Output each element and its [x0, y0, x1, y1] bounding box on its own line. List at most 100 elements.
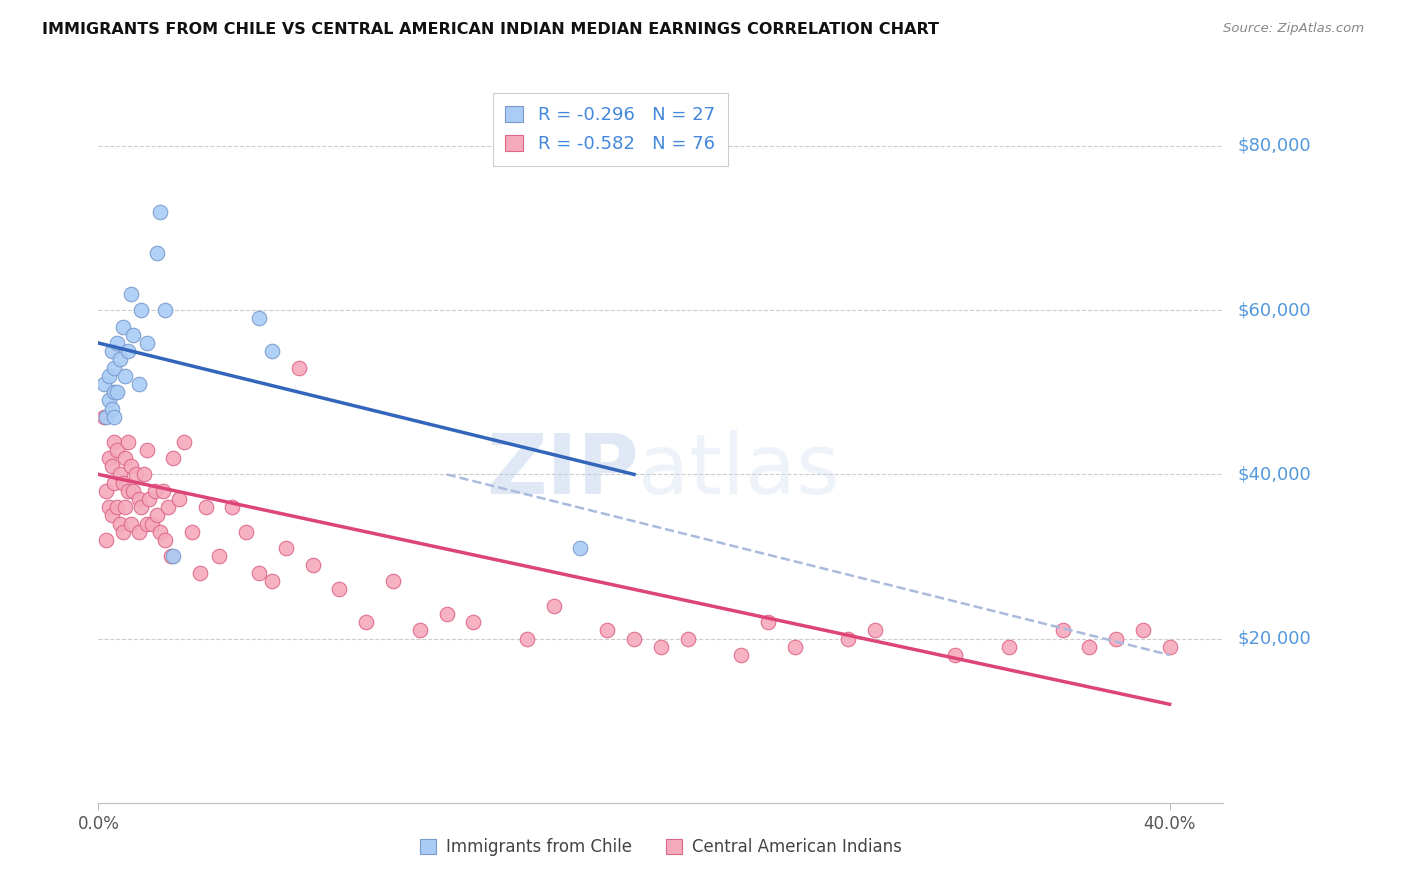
Point: [146, 508, 169, 523]
Point: [328, 582, 350, 597]
Text: IMMIGRANTS FROM CHILE VS CENTRAL AMERICAN INDIAN MEDIAN EARNINGS CORRELATION CHA: IMMIGRANTS FROM CHILE VS CENTRAL AMERICA…: [42, 22, 939, 37]
Point: [354, 615, 377, 630]
Point: [114, 368, 136, 383]
Point: [117, 344, 139, 359]
Point: [98, 393, 121, 408]
Point: [1105, 632, 1128, 646]
Point: [111, 319, 134, 334]
Point: [101, 508, 124, 523]
Point: [436, 607, 458, 621]
Point: [730, 648, 752, 662]
Text: ZIP: ZIP: [486, 430, 638, 511]
Point: [141, 516, 163, 531]
Text: $40,000: $40,000: [1237, 466, 1310, 483]
Point: [105, 442, 128, 457]
Point: [1078, 640, 1101, 654]
Point: [194, 500, 217, 515]
Point: [96, 533, 118, 547]
Point: [120, 459, 142, 474]
Point: [114, 450, 136, 465]
Point: [173, 434, 195, 449]
Point: [463, 615, 485, 630]
Point: [149, 524, 172, 539]
Point: [128, 491, 150, 506]
Point: [117, 434, 139, 449]
Point: [152, 483, 174, 498]
Point: [117, 483, 139, 498]
Point: [543, 599, 565, 613]
Point: [93, 409, 115, 424]
Point: [945, 648, 967, 662]
Point: [111, 475, 134, 490]
Text: Source: ZipAtlas.com: Source: ZipAtlas.com: [1223, 22, 1364, 36]
Point: [301, 558, 323, 572]
Point: [129, 500, 152, 515]
Point: [98, 368, 121, 383]
Point: [650, 640, 672, 654]
Point: [146, 245, 169, 260]
Point: [863, 624, 886, 638]
Point: [162, 450, 184, 465]
Point: [188, 566, 211, 580]
Point: [155, 533, 177, 547]
Point: [135, 442, 157, 457]
Point: [274, 541, 297, 556]
Point: [221, 500, 243, 515]
Point: [569, 541, 592, 556]
Point: [103, 434, 125, 449]
Point: [409, 624, 432, 638]
Point: [128, 524, 150, 539]
Point: [101, 344, 124, 359]
Point: [101, 459, 124, 474]
Point: [167, 491, 190, 506]
Point: [105, 336, 128, 351]
Point: [122, 483, 145, 498]
Point: [125, 467, 148, 482]
Point: [129, 303, 152, 318]
Point: [114, 500, 136, 515]
Point: [103, 409, 125, 424]
Point: [1132, 624, 1154, 638]
Point: [1052, 624, 1074, 638]
Text: $80,000: $80,000: [1237, 137, 1310, 155]
Point: [181, 524, 204, 539]
Point: [157, 500, 180, 515]
Point: [98, 500, 121, 515]
Point: [596, 624, 619, 638]
Point: [103, 475, 125, 490]
Point: [108, 467, 131, 482]
Legend: Immigrants from Chile, Central American Indians: Immigrants from Chile, Central American …: [413, 831, 908, 863]
Point: [155, 303, 177, 318]
Point: [247, 566, 270, 580]
Point: [235, 524, 257, 539]
Point: [120, 516, 142, 531]
Point: [247, 311, 270, 326]
Point: [128, 377, 150, 392]
Point: [135, 336, 157, 351]
Text: $20,000: $20,000: [1237, 630, 1310, 648]
Point: [103, 360, 125, 375]
Point: [96, 409, 118, 424]
Point: [162, 549, 184, 564]
Point: [105, 500, 128, 515]
Point: [103, 385, 125, 400]
Point: [132, 467, 155, 482]
Point: [143, 483, 166, 498]
Point: [676, 632, 699, 646]
Text: $60,000: $60,000: [1237, 301, 1310, 319]
Point: [122, 327, 145, 342]
Point: [111, 524, 134, 539]
Point: [208, 549, 231, 564]
Point: [135, 516, 157, 531]
Point: [382, 574, 405, 588]
Point: [105, 385, 128, 400]
Point: [837, 632, 859, 646]
Point: [998, 640, 1021, 654]
Point: [262, 344, 284, 359]
Point: [149, 204, 172, 219]
Point: [1159, 640, 1181, 654]
Point: [756, 615, 779, 630]
Point: [96, 483, 118, 498]
Point: [288, 360, 311, 375]
Point: [98, 450, 121, 465]
